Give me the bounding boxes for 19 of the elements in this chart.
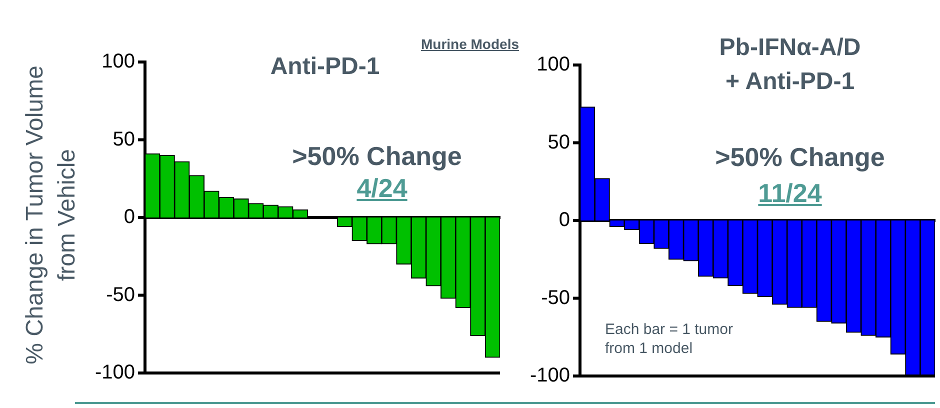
y-tick-label: 50 — [548, 131, 570, 154]
chart-title: Anti-PD-1 — [270, 52, 380, 82]
y-tick-label: -100 — [530, 364, 570, 387]
annotation: >50% Change — [292, 140, 462, 172]
y-tick-label: -100 — [94, 362, 135, 384]
y-tick-label: 50 — [112, 128, 135, 150]
y-axis-title: % Change in Tumor Volume from Vehicle — [20, 66, 82, 364]
y-tick-label: 100 — [102, 50, 135, 73]
y-tick-label: -50 — [106, 284, 135, 306]
chart-title: Pb-IFNα-A/D + Anti-PD-1 — [719, 33, 861, 97]
y-tick-label: 0 — [558, 209, 570, 232]
text: Murine Models — [420, 36, 520, 54]
y-tick-label: 0 — [124, 206, 135, 228]
annotation: 11/24 — [758, 177, 822, 210]
annotation: Each bar = 1 tumor from 1 model — [605, 321, 733, 358]
y-tick-label: 100 — [536, 54, 570, 76]
annotation: >50% Change — [715, 141, 885, 174]
annotation: 4/24 — [356, 172, 408, 204]
y-tick-label: -50 — [541, 286, 570, 309]
